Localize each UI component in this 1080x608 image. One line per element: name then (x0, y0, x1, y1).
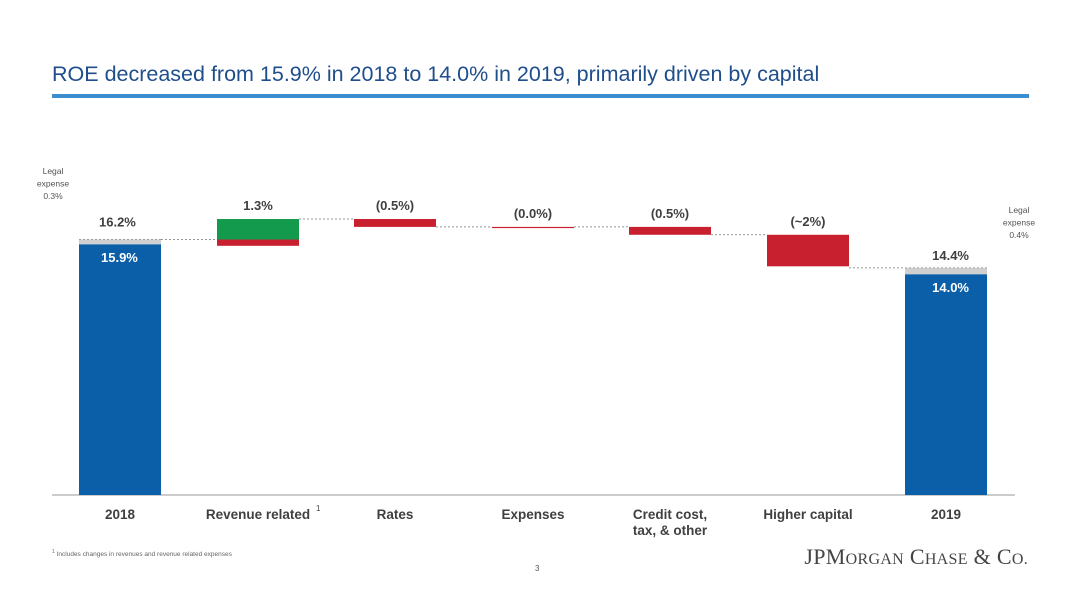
bar-revenue-related-decrease (217, 239, 299, 246)
legal-expense-label-2019: expense (1003, 218, 1035, 228)
data-label-2018-adjusted: 16.2% (99, 215, 136, 230)
company-logo: JPMORGAN CHASE & CO. (804, 544, 1028, 570)
data-label-2019-adjusted: 14.4% (932, 248, 969, 263)
slide-title: ROE decreased from 15.9% in 2018 to 14.0… (52, 62, 820, 86)
bar-2019-legal-expense (905, 267, 987, 275)
title-rule (52, 94, 1029, 98)
x-tick-label: 2019 (931, 507, 961, 522)
logo-text: JPMORGAN CHASE & CO. (804, 544, 1028, 569)
legal-expense-label-2018: Legal (43, 166, 64, 176)
bar-2018 (79, 244, 161, 495)
legal-expense-label-2018: expense (37, 179, 69, 189)
data-label-2019-reported: 14.0% (932, 280, 969, 295)
waterfall-chart: 15.9% 16.2% Legal expense 0.3% 1.3% (0.5%) (0.0… (37, 166, 1035, 538)
bar-2018-legal-expense (79, 239, 161, 245)
footnote-marker: 1 (52, 549, 55, 555)
bar-revenue-related-increase (217, 219, 299, 240)
data-label-2018-reported: 15.9% (101, 250, 138, 265)
x-tick-label: Expenses (501, 507, 564, 522)
data-label-expenses: (0.0%) (514, 206, 552, 221)
legal-expense-label-2018: 0.3% (43, 191, 63, 201)
footnote: 1 Includes changes in revenues and reven… (52, 549, 232, 558)
data-label-rates: (0.5%) (376, 198, 414, 213)
bar-expenses (492, 226, 574, 229)
bar-2019 (905, 274, 987, 495)
x-tick-label: Credit cost, (633, 507, 707, 522)
data-label-higher-capital: (~2%) (790, 214, 825, 229)
bar-credit-cost-tax-other (629, 226, 711, 235)
x-tick-label: 2018 (105, 507, 136, 522)
page-number: 3 (535, 564, 540, 573)
x-tick-label: Higher capital (763, 507, 852, 522)
data-label-revenue-related: 1.3% (243, 198, 273, 213)
bar-higher-capital (767, 234, 849, 267)
footnote-text: Includes changes in revenues and revenue… (56, 551, 232, 559)
x-tick-label: tax, & other (633, 523, 708, 538)
legal-expense-label-2019: 0.4% (1009, 230, 1029, 240)
legal-expense-label-2019: Legal (1009, 205, 1030, 215)
bar-rates (354, 219, 436, 227)
data-label-credit-cost-tax-other: (0.5%) (651, 206, 689, 221)
x-tick-label: Rates (377, 507, 414, 522)
x-tick-superscript: 1 (316, 504, 321, 513)
x-tick-label: Revenue related (206, 507, 310, 522)
